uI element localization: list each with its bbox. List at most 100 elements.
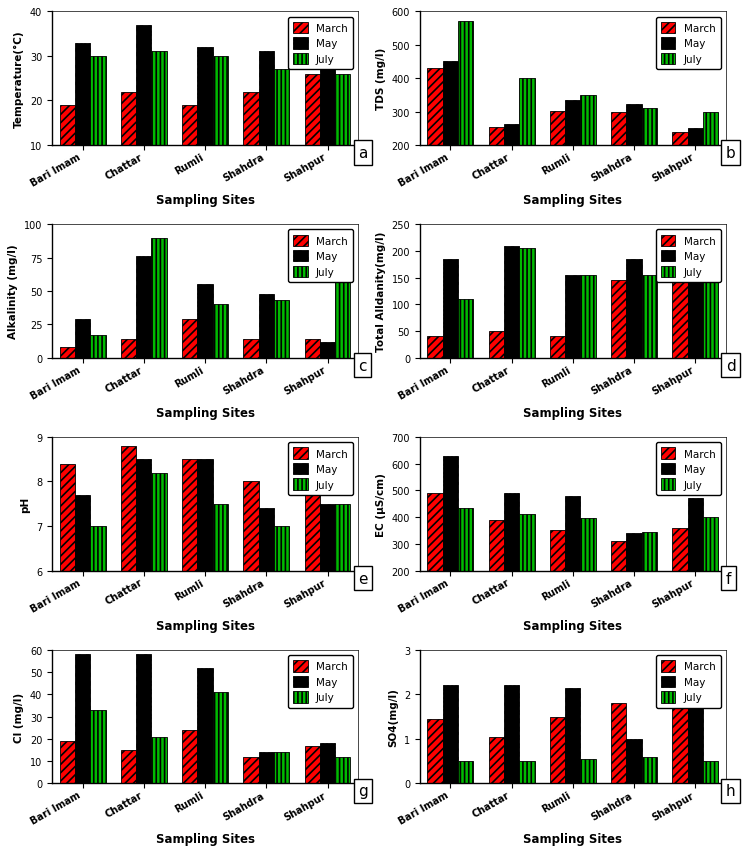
Bar [626,533,642,624]
Bar [626,259,642,358]
Bar [213,57,228,190]
Bar [580,759,596,783]
Bar [489,520,504,624]
Bar [213,504,228,838]
Legend: March, May, July: March, May, July [288,443,353,496]
Bar [565,496,580,624]
Y-axis label: EC (µS/cm): EC (µS/cm) [376,473,386,536]
Bar [182,320,197,358]
Bar [320,52,336,190]
Legend: March, May, July: March, May, July [655,230,721,283]
Bar [611,704,626,783]
Bar [197,460,213,838]
Bar [243,339,259,358]
Bar [243,757,259,783]
Bar [504,125,519,212]
Bar [519,249,535,358]
Bar [611,542,626,624]
Bar [152,473,167,838]
Bar [182,106,197,190]
Bar [642,276,657,358]
Legend: March, May, July: March, May, July [655,443,721,496]
Bar [75,654,90,783]
Bar [243,92,259,190]
X-axis label: Sampling Sites: Sampling Sites [155,407,254,420]
Bar [489,332,504,358]
Y-axis label: Total Alldanity(mg/l): Total Alldanity(mg/l) [376,231,386,351]
Text: e: e [358,571,368,586]
Y-axis label: Temperature(°C): Temperature(°C) [14,31,25,128]
Y-axis label: Cl (mg/l): Cl (mg/l) [14,692,25,742]
Bar [336,74,350,190]
Bar [259,752,274,783]
Bar [519,515,535,624]
Bar [458,508,473,624]
Bar [550,531,565,624]
Bar [626,105,642,212]
Bar [673,528,687,624]
Bar [336,757,350,783]
Bar [427,719,443,783]
X-axis label: Sampling Sites: Sampling Sites [155,619,254,632]
Bar [60,106,75,190]
Bar [259,52,274,190]
Bar [580,276,596,358]
Bar [274,301,289,358]
Text: d: d [726,358,736,374]
Bar [213,693,228,783]
Bar [152,737,167,783]
Bar [642,532,657,624]
Bar [626,739,642,783]
Bar [580,96,596,212]
Bar [259,294,274,358]
Bar [152,238,167,358]
Bar [90,526,106,838]
Text: h: h [726,783,736,798]
Bar [489,127,504,212]
Bar [458,299,473,358]
Bar [687,499,703,624]
Legend: March, May, July: March, May, July [288,655,353,708]
Bar [673,268,687,358]
Bar [121,446,136,838]
Bar [550,337,565,358]
Text: a: a [358,146,368,160]
Bar [687,129,703,212]
Bar [565,276,580,358]
Bar [550,717,565,783]
Bar [565,688,580,783]
Bar [320,744,336,783]
Bar [274,70,289,190]
Y-axis label: SO4(mg/l): SO4(mg/l) [388,688,398,746]
Bar [443,686,458,783]
Bar [182,460,197,838]
Bar [703,761,718,783]
Bar [443,456,458,624]
Bar [565,101,580,212]
Bar [197,668,213,783]
Text: b: b [726,146,736,160]
Bar [703,113,718,212]
Bar [320,504,336,838]
Y-axis label: TDS (mg/l): TDS (mg/l) [376,48,386,110]
Bar [611,281,626,358]
Bar [90,57,106,190]
Bar [519,761,535,783]
Bar [197,48,213,190]
Bar [443,259,458,358]
Bar [274,752,289,783]
X-axis label: Sampling Sites: Sampling Sites [523,832,622,844]
Bar [687,268,703,358]
Text: c: c [358,358,367,374]
Bar [304,74,320,190]
Bar [304,339,320,358]
Bar [121,339,136,358]
Bar [90,336,106,358]
Legend: March, May, July: March, May, July [288,18,353,70]
Bar [75,496,90,838]
Bar [550,112,565,212]
X-axis label: Sampling Sites: Sampling Sites [155,194,254,207]
Y-axis label: Alkalinity (mg/l): Alkalinity (mg/l) [8,244,19,339]
Bar [304,482,320,838]
Legend: March, May, July: March, May, July [655,18,721,70]
